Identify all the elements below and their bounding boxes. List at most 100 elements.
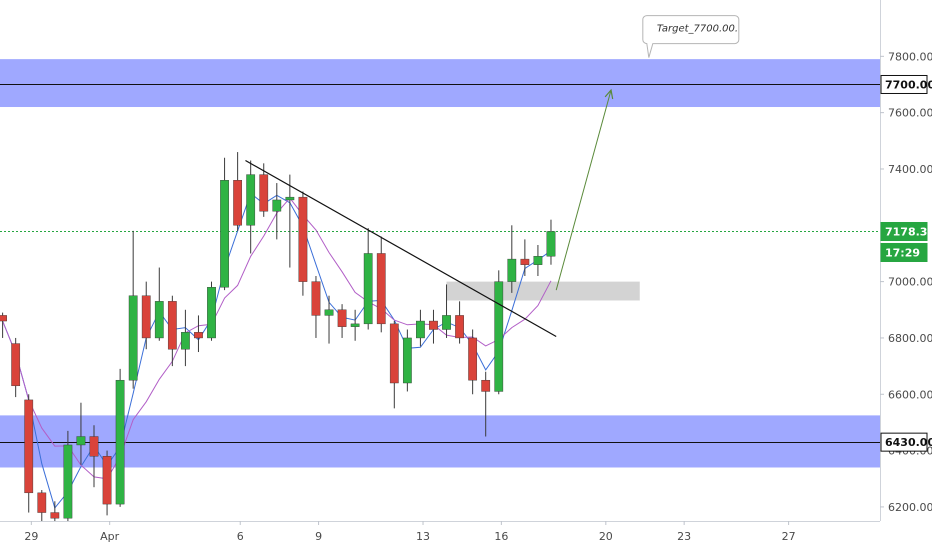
- candle: [141, 281, 151, 350]
- y-tick-label: 7000.00: [888, 276, 932, 289]
- projection-arrow-head: [604, 88, 614, 100]
- candle-body: [455, 315, 464, 339]
- candle-body: [246, 174, 256, 226]
- candle-body: [350, 323, 360, 327]
- current-price-tag: 7178.37: [880, 221, 932, 241]
- candle-body: [272, 199, 282, 212]
- y-tick-label: 7600.00: [888, 107, 932, 120]
- candle: [24, 394, 34, 513]
- x-tick-label: 13: [416, 530, 430, 543]
- candle-body: [167, 301, 177, 350]
- candle: [481, 371, 491, 437]
- candle: [272, 183, 282, 240]
- countdown-tag: 17:29: [880, 242, 928, 262]
- candle: [416, 309, 425, 347]
- candle: [494, 270, 504, 395]
- countdown-tag-text: 17:29: [885, 246, 920, 259]
- resistance-zone: [0, 59, 880, 108]
- candle: [429, 309, 438, 344]
- candle: [285, 174, 295, 268]
- zones-layer: [0, 59, 880, 468]
- candle: [154, 267, 164, 341]
- y-tick-label: 7400.00: [888, 163, 932, 176]
- candle: [324, 295, 334, 344]
- candle-body: [115, 379, 125, 505]
- candle: [207, 281, 216, 341]
- price-tags-layer: 7700.00 6430.00 7178.37 17:29: [880, 74, 932, 452]
- candle: [363, 228, 373, 330]
- candle: [89, 425, 99, 488]
- candle-body: [63, 444, 73, 519]
- candle-body: [416, 320, 425, 339]
- candle-body: [89, 436, 99, 457]
- candle: [128, 230, 138, 389]
- candle: [76, 402, 86, 465]
- candle-body: [207, 287, 216, 339]
- candle: [115, 368, 125, 507]
- candle-body: [37, 492, 47, 513]
- candle-body: [311, 281, 321, 316]
- candle-body: [389, 323, 399, 384]
- candle: [520, 239, 530, 276]
- candle: [298, 191, 308, 296]
- candle-body: [520, 258, 530, 265]
- candle: [246, 160, 256, 254]
- callout-text: Target_7700.00.: [657, 24, 738, 35]
- descending-trendline: [245, 160, 557, 338]
- candle-body: [233, 180, 243, 226]
- x-tick-label: Apr: [100, 530, 120, 543]
- candle-body: [402, 337, 412, 384]
- target-callout: Target_7700.00.: [642, 15, 740, 58]
- candle-body: [50, 512, 60, 519]
- current-price-tag-box: [880, 221, 928, 241]
- x-tick-label: 6: [237, 530, 244, 543]
- candle-body: [494, 281, 504, 392]
- candle-body: [546, 231, 556, 257]
- candle-body: [220, 180, 229, 288]
- y-tick-label: 6200.00: [888, 501, 932, 514]
- candle: [402, 329, 412, 392]
- callout-bubble: [642, 15, 740, 58]
- support-level-tag-box: [880, 432, 928, 452]
- countdown-tag-box: [880, 242, 928, 262]
- y-tick-label: 6800.00: [888, 332, 932, 345]
- candle-body: [154, 301, 164, 339]
- candle-body: [533, 256, 543, 265]
- candle: [350, 309, 360, 341]
- x-tick-label: 20: [599, 530, 613, 543]
- x-tick-label: 9: [315, 530, 322, 543]
- support-level-tag-text: 6430.00: [885, 436, 932, 449]
- candle-body: [324, 309, 334, 316]
- candle: [102, 450, 112, 516]
- candle: [507, 225, 517, 293]
- candle-body: [468, 337, 478, 381]
- candle-body: [337, 309, 347, 327]
- candle-body: [442, 315, 451, 330]
- x-tick-label: 27: [782, 530, 796, 543]
- candle: [337, 304, 347, 338]
- candle: [259, 163, 269, 217]
- candle-body: [298, 196, 308, 282]
- candle-body: [363, 253, 373, 325]
- candle: [311, 275, 321, 338]
- candle: [220, 157, 229, 291]
- candle-body: [24, 399, 34, 494]
- candle: [376, 236, 386, 333]
- candle-body: [11, 343, 21, 387]
- candle: [389, 321, 399, 409]
- candle: [37, 490, 47, 521]
- target-level-tag-text: 7700.00: [885, 78, 932, 91]
- target-level-tag-box: [880, 74, 928, 94]
- candle-body: [0, 315, 7, 322]
- candle-body: [102, 456, 112, 505]
- candle: [442, 284, 451, 338]
- candle-body: [285, 196, 295, 201]
- candle-body: [194, 332, 203, 339]
- candle: [11, 337, 21, 398]
- candle-body: [259, 174, 269, 212]
- candle: [533, 245, 543, 276]
- candle-body: [481, 379, 491, 392]
- candle-body: [76, 436, 86, 446]
- candle-body: [141, 295, 151, 339]
